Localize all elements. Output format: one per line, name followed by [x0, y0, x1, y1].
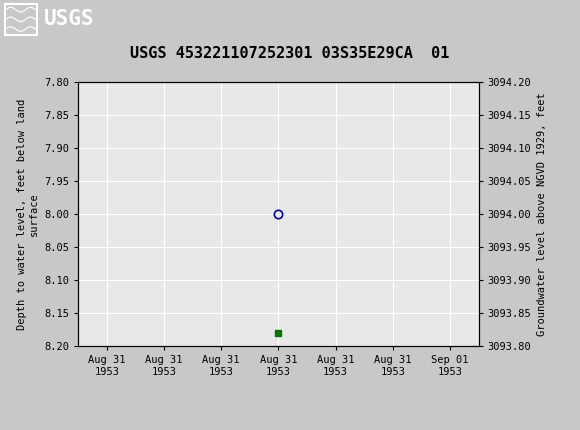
- Text: USGS 453221107252301 03S35E29CA  01: USGS 453221107252301 03S35E29CA 01: [130, 46, 450, 61]
- Text: USGS: USGS: [44, 9, 94, 29]
- Y-axis label: Groundwater level above NGVD 1929, feet: Groundwater level above NGVD 1929, feet: [537, 92, 547, 336]
- Y-axis label: Depth to water level, feet below land
surface: Depth to water level, feet below land su…: [17, 98, 39, 329]
- Bar: [5, 4, 37, 35]
